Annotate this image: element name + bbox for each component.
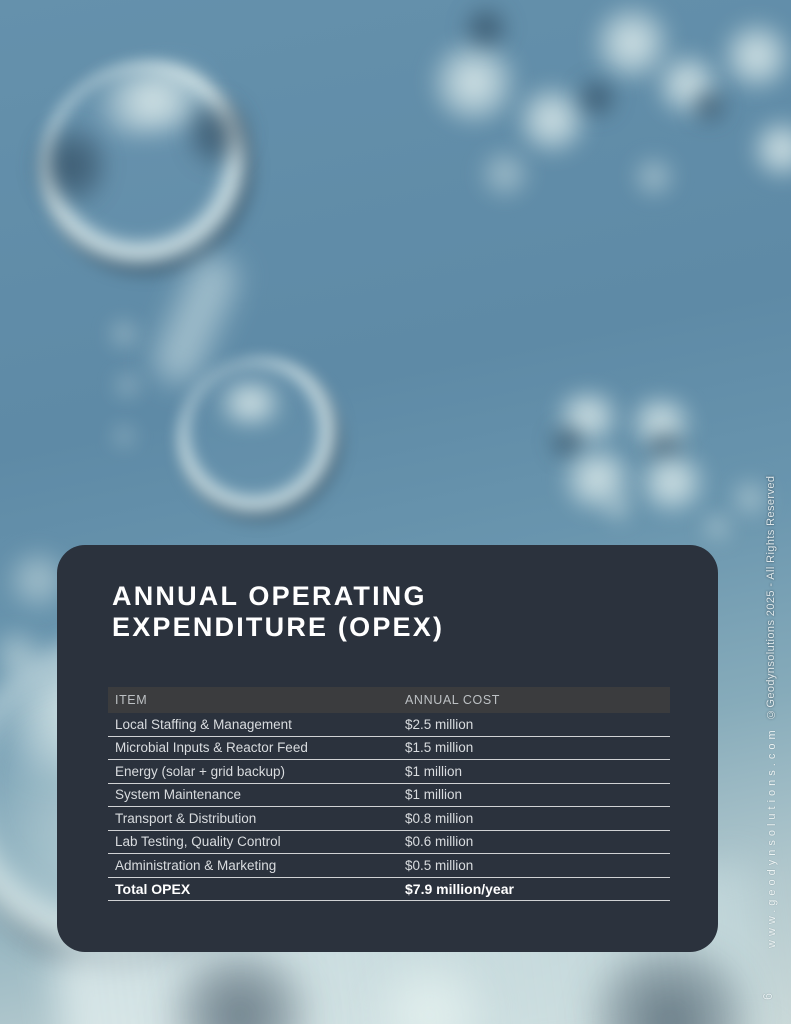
page-title-line2: EXPENDITURE (OPEX): [112, 612, 445, 642]
table-cell-cost: $0.8 million: [405, 810, 474, 826]
opex-table: ITEM ANNUAL COST Local Staffing & Manage…: [108, 687, 670, 901]
bubble-shadow: [36, 118, 106, 213]
table-row: Administration & Marketing $0.5 million: [108, 854, 670, 878]
table-cell-item: Local Staffing & Management: [115, 716, 292, 732]
table-cell-cost: $1 million: [405, 787, 463, 803]
table-row: Energy (solar + grid backup) $1 million: [108, 760, 670, 784]
table-cell-cost: $1 million: [405, 763, 463, 779]
bubble-blur: [748, 118, 791, 180]
bubble-blur: [632, 452, 712, 512]
table-header-row: ITEM ANNUAL COST: [108, 687, 670, 713]
table-row: Lab Testing, Quality Control $0.6 millio…: [108, 831, 670, 854]
small-bubble: [114, 372, 141, 399]
table-total-row: Total OPEX $7.9 million/year: [108, 878, 670, 901]
bubble-shadow: [690, 88, 728, 124]
table-cell-item: Transport & Distribution: [115, 810, 257, 826]
bubble-shadow: [575, 78, 619, 118]
table-cell-item: System Maintenance: [115, 787, 242, 803]
bubble-blur: [425, 40, 523, 125]
opex-panel: ANNUAL OPERATING EXPENDITURE (OPEX) ITEM…: [57, 545, 718, 952]
small-bubble: [728, 478, 772, 518]
table-total-label: Total OPEX: [115, 880, 191, 897]
bubble-blur: [476, 148, 534, 200]
small-bubble: [700, 512, 734, 542]
page-title: ANNUAL OPERATING EXPENDITURE (OPEX): [112, 581, 444, 643]
table-cell-item: Administration & Marketing: [115, 857, 277, 873]
bubble-blur: [718, 20, 791, 92]
table-cell-cost: $1.5 million: [405, 740, 474, 756]
table-cell-cost: $0.5 million: [405, 857, 474, 873]
table-cell-cost: $0.6 million: [405, 834, 474, 850]
page-number: 6: [761, 993, 775, 1000]
bubble-highlight: [208, 382, 293, 424]
small-bubble: [600, 492, 636, 524]
bubble-shadow: [188, 92, 248, 174]
table-header-cost: ANNUAL COST: [405, 693, 501, 707]
table-cell-item: Microbial Inputs & Reactor Feed: [115, 740, 308, 756]
table-row: Local Staffing & Management $2.5 million: [108, 713, 670, 737]
bubble-shadow: [462, 6, 510, 50]
table-total-value: $7.9 million/year: [405, 880, 514, 897]
bubble-blur: [630, 155, 678, 199]
table-row: System Maintenance $1 million: [108, 784, 670, 807]
table-cell-item: Lab Testing, Quality Control: [115, 834, 281, 850]
page-title-line1: ANNUAL OPERATING: [112, 581, 427, 611]
table-row: Microbial Inputs & Reactor Feed $1.5 mil…: [108, 737, 670, 760]
small-bubble: [112, 424, 136, 448]
table-cell-cost: $2.5 million: [405, 716, 474, 732]
copyright-vertical-text: ©Geodynsolutions 2025 - All Rights Reser…: [765, 475, 777, 720]
website-vertical-text: www.geodynsolutions.com: [766, 726, 778, 948]
small-bubble: [108, 318, 140, 350]
table-cell-item: Energy (solar + grid backup): [115, 763, 285, 779]
table-row: Transport & Distribution $0.8 million: [108, 807, 670, 831]
table-header-item: ITEM: [115, 693, 148, 707]
